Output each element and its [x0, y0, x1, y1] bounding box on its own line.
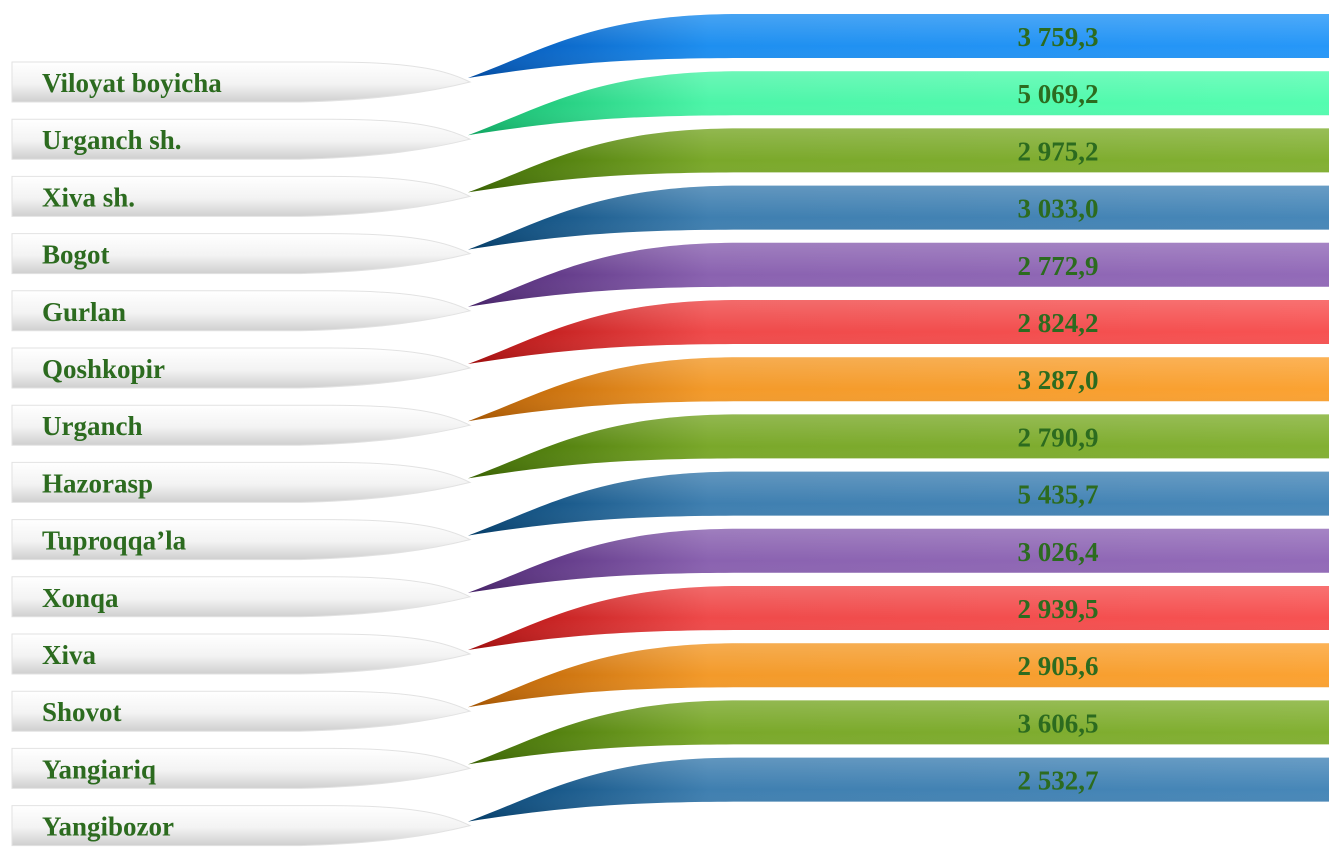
category-label: Shovot — [42, 697, 122, 727]
ribbon-tail — [11, 290, 472, 332]
bar-shading — [468, 471, 1329, 536]
bar-shading — [468, 528, 1329, 593]
ribbon-tail — [11, 347, 472, 389]
ribbon-tail — [11, 633, 472, 675]
bar-shading — [468, 414, 1329, 479]
ribbon-tail — [11, 519, 472, 561]
category-label: Gurlan — [42, 297, 126, 327]
bar-shading — [468, 643, 1329, 708]
data-label: 2 824,2 — [1018, 308, 1099, 338]
category-label: Bogot — [42, 240, 110, 270]
bar-shading — [468, 128, 1329, 193]
category-label: Urganch sh. — [42, 125, 182, 155]
data-label: 2 905,6 — [1018, 651, 1099, 681]
data-label: 3 759,3 — [1018, 22, 1099, 52]
category-label: Xiva — [42, 640, 97, 670]
category-label: Urganch — [42, 411, 143, 441]
bar-shading — [468, 300, 1329, 364]
ribbon-layer — [11, 14, 1329, 847]
ribbon-tail — [11, 118, 472, 160]
bar-shading — [468, 757, 1329, 822]
bar-shading — [468, 357, 1329, 422]
ribbon-tail — [11, 404, 472, 446]
label-layer: Viloyat boyicha 3 759,3 Urganch sh. 5 069,2… — [42, 22, 1099, 842]
ribbon-tail — [11, 461, 472, 503]
data-label: 2 772,9 — [1018, 251, 1099, 281]
category-label: Viloyat boyicha — [42, 68, 222, 98]
ribbon-tail — [11, 576, 472, 618]
data-label: 2 532,7 — [1018, 766, 1099, 796]
data-label: 2 975,2 — [1018, 136, 1099, 166]
bar-shading — [468, 71, 1329, 136]
category-label: Hazorasp — [42, 468, 153, 498]
category-label: Tuproqqa’la — [42, 526, 187, 556]
bar-shading — [468, 14, 1329, 78]
bar-shading — [468, 586, 1329, 650]
ribbon-tail — [11, 61, 472, 103]
ribbon-tail — [11, 233, 472, 275]
data-label: 3 026,4 — [1018, 537, 1099, 567]
category-label: Xonqa — [42, 583, 119, 613]
bar-shading — [468, 700, 1329, 765]
ribbon-tail — [11, 805, 472, 847]
category-label: Yangiariq — [42, 754, 156, 784]
category-label: Xiva sh. — [42, 182, 135, 212]
ribbon-tail — [11, 690, 472, 732]
data-label: 3 606,5 — [1018, 708, 1099, 738]
data-label: 3 033,0 — [1018, 194, 1099, 224]
data-label: 2 939,5 — [1018, 594, 1099, 624]
category-label: Qoshkopir — [42, 354, 165, 384]
data-label: 5 435,7 — [1018, 480, 1099, 510]
bar-shading — [468, 242, 1329, 307]
data-label: 3 287,0 — [1018, 365, 1099, 395]
ribbon-tail — [11, 747, 472, 789]
data-label: 5 069,2 — [1018, 79, 1099, 109]
ribbon-tail — [11, 175, 472, 217]
data-label: 2 790,9 — [1018, 422, 1099, 452]
bar-shading — [468, 185, 1329, 250]
category-label: Yangibozor — [42, 812, 174, 842]
